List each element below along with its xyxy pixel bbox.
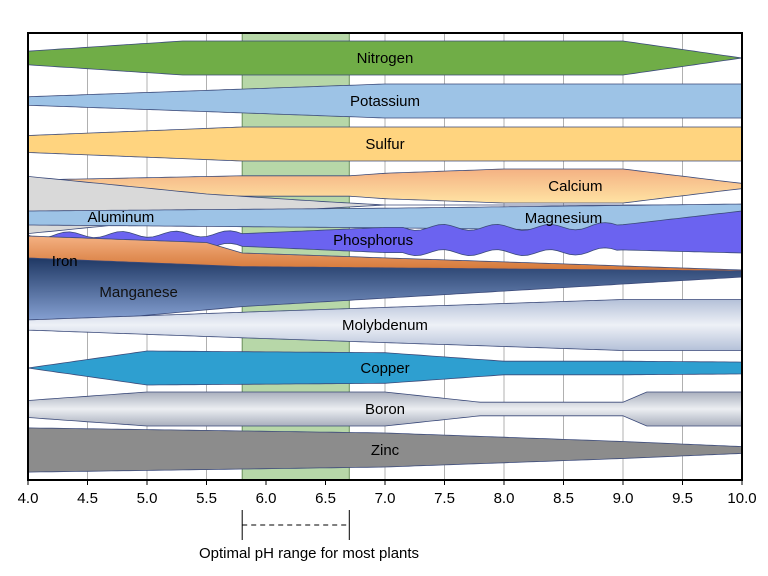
band-label-sulfur: Sulfur bbox=[365, 136, 404, 153]
band-label-copper: Copper bbox=[360, 360, 409, 377]
optimal-range-bracket bbox=[241, 510, 350, 540]
x-axis-ticks: 4.0 4.5 5.0 5.5 6.0 6.5 7.0 7.5 8.0 8.5 9.0 9.5 10.0 bbox=[18, 480, 757, 507]
band-label-iron: Iron bbox=[52, 253, 78, 270]
band-label-nitrogen: Nitrogen bbox=[357, 50, 414, 67]
band-label-potassium: Potassium bbox=[350, 93, 420, 110]
band-label-phosphorus: Phosphorus bbox=[333, 232, 413, 249]
tick-label: 9.5 bbox=[672, 490, 693, 507]
tick-label: 8.5 bbox=[553, 490, 574, 507]
band-nitrogen bbox=[27, 40, 743, 76]
tick-label: 7.0 bbox=[375, 490, 396, 507]
band-label-aluminum: Aluminum bbox=[88, 209, 155, 226]
band-label-manganese: Manganese bbox=[99, 284, 177, 301]
tick-label: 4.0 bbox=[18, 490, 39, 507]
tick-label: 9.0 bbox=[613, 490, 634, 507]
tick-label: 4.5 bbox=[77, 490, 98, 507]
band-label-calcium: Calcium bbox=[548, 178, 602, 195]
band-label-boron: Boron bbox=[365, 401, 405, 418]
tick-label: 5.5 bbox=[196, 490, 217, 507]
tick-label: 6.5 bbox=[315, 490, 336, 507]
band-label-zinc: Zinc bbox=[371, 442, 400, 459]
optimal-range-label: Optimal pH range for most plants bbox=[199, 545, 419, 562]
tick-label: 5.0 bbox=[137, 490, 158, 507]
tick-label: 6.0 bbox=[256, 490, 277, 507]
band-label-molybdenum: Molybdenum bbox=[342, 317, 428, 334]
tick-label: 7.5 bbox=[434, 490, 455, 507]
tick-label: 8.0 bbox=[494, 490, 515, 507]
tick-label: 10.0 bbox=[727, 490, 756, 507]
nutrient-bands: Nitrogen Potassium Sulfur Calcium Aluminum Ma… bbox=[27, 40, 743, 473]
band-label-magnesium: Magnesium bbox=[525, 210, 603, 227]
